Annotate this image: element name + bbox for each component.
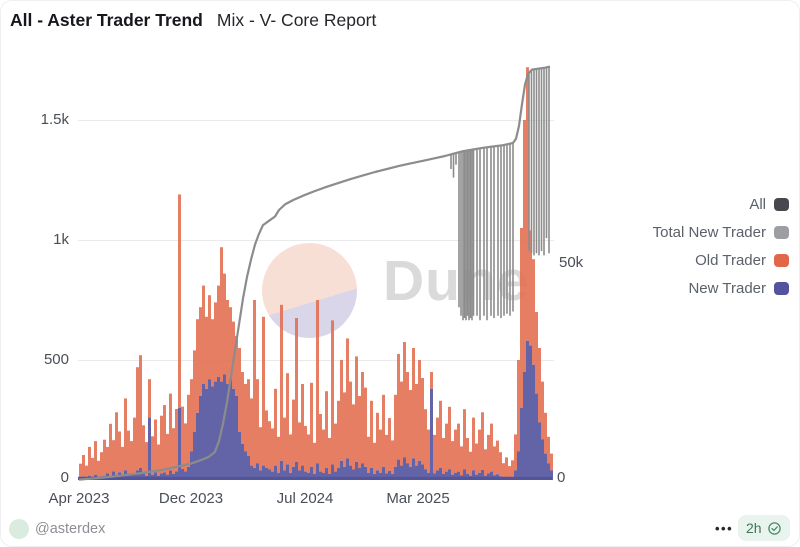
chart-title-main: All - Aster Trader Trend	[10, 10, 203, 30]
more-options-button[interactable]: •••	[715, 521, 734, 536]
legend-label-total-new-trader: Total New Trader	[652, 223, 766, 241]
gridline-1500	[78, 120, 554, 121]
widget-footer: @asterdex ••• 2h	[1, 510, 799, 546]
legend-item-old-trader[interactable]: Old Trader	[653, 249, 789, 271]
legend-label-old-trader: Old Trader	[695, 251, 766, 269]
verified-seal-icon	[767, 521, 781, 535]
legend-item-new-trader[interactable]: New Trader	[653, 277, 789, 299]
legend-item-total-new-trader[interactable]: Total New Trader	[653, 221, 789, 243]
x-tick-dec-2023: Dec 2023	[158, 490, 224, 507]
legend-swatch-total-new-trader	[774, 225, 789, 239]
y-left-tick-1000: 1k	[53, 231, 69, 248]
gridline-1000	[78, 240, 554, 241]
legend-swatch-new-trader	[774, 281, 789, 295]
chart-legend: All Total New Trader Old Trader New Trad…	[653, 193, 789, 305]
y-right-tick-50k: 50k	[559, 254, 584, 271]
legend-swatch-all	[774, 197, 789, 211]
y-left-tick-500: 500	[43, 351, 69, 368]
chart-title: All - Aster Trader Trend Mix - V- Core Re…	[10, 10, 376, 31]
x-tick-apr-2023: Apr 2023	[48, 490, 110, 507]
author-handle[interactable]: @asterdex	[35, 521, 106, 537]
freshness-age: 2h	[746, 520, 762, 536]
x-tick-mar-2025: Mar 2025	[386, 490, 450, 507]
chart-title-sub: Mix - V- Core Report	[216, 10, 377, 30]
y-left-tick-1500: 1.5k	[40, 111, 69, 128]
x-tick-jul-2024: Jul 2024	[276, 490, 334, 507]
legend-label-all: All	[749, 195, 766, 213]
y-right-tick-0: 0	[557, 469, 566, 486]
legend-label-new-trader: New Trader	[688, 279, 766, 297]
freshness-badge[interactable]: 2h	[738, 515, 790, 541]
legend-item-all[interactable]: All	[653, 193, 789, 215]
legend-swatch-old-trader	[774, 253, 789, 267]
y-left-tick-0: 0	[60, 469, 69, 486]
author-avatar[interactable]	[9, 519, 29, 539]
dune-watermark-logo	[262, 243, 357, 338]
